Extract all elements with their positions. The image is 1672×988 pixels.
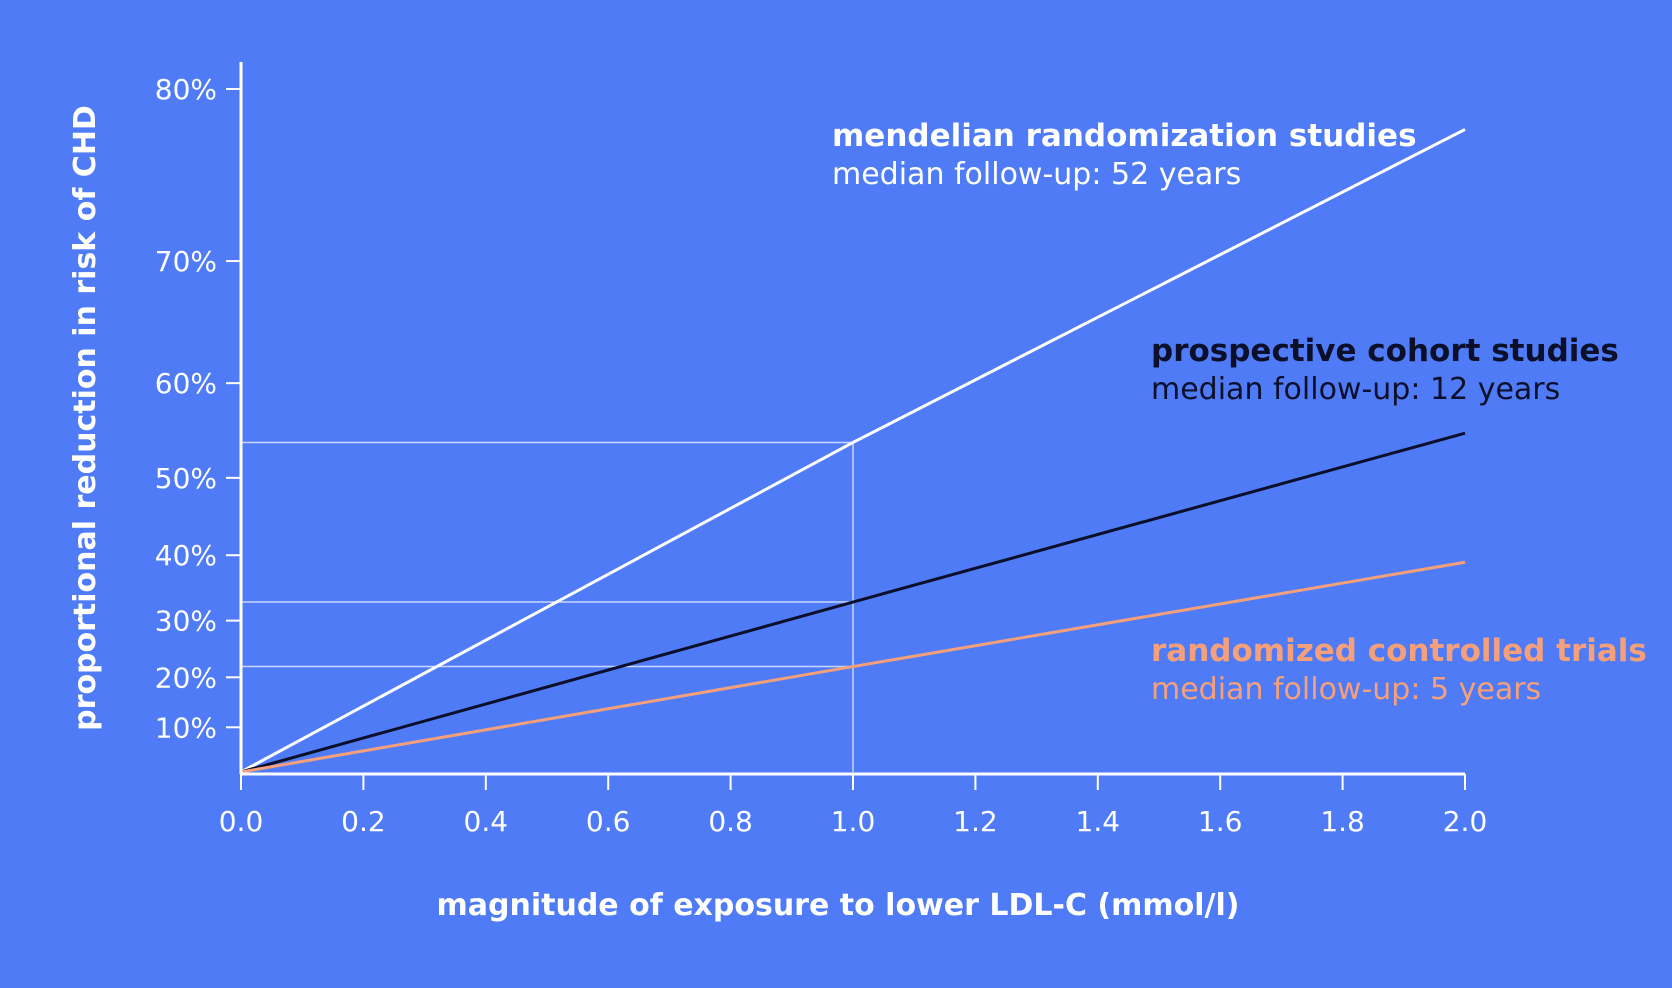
x-tick-label: 1.6	[1198, 805, 1243, 838]
series-label-subtitle: median follow-up: 12 years	[1151, 372, 1560, 407]
y-tick-label: 80%	[155, 73, 217, 106]
series-line-2	[240, 560, 1466, 774]
series-line-0	[240, 128, 1466, 774]
y-tick-label: 50%	[155, 462, 217, 495]
x-tick-label: 0.0	[219, 805, 264, 838]
series-line-1	[240, 431, 1466, 774]
x-tick-label: 1.8	[1320, 805, 1365, 838]
x-axis-title: magnitude of exposure to lower LDL-C (mm…	[437, 888, 1240, 923]
y-tick-label: 10%	[155, 711, 217, 744]
y-tick-label: 30%	[155, 605, 217, 638]
y-tick-label: 40%	[155, 539, 217, 572]
x-tick-label: 1.2	[953, 805, 998, 838]
x-tick-label: 1.0	[831, 805, 876, 838]
series-label-title: randomized controlled trials	[1151, 633, 1647, 669]
y-ticks: 10% 20% 30% 40% 50% 60% 70% 80%	[155, 73, 241, 744]
series-label-subtitle: median follow-up: 5 years	[1151, 672, 1541, 707]
series-label-title: prospective cohort studies	[1151, 333, 1619, 369]
reference-lines	[241, 441, 854, 772]
x-tick-label: 0.6	[586, 805, 631, 838]
x-ticks: 0.0 0.2 0.4 0.6 0.8 1.0 1.2 1.4 1.6 1.8 2.0	[219, 774, 1488, 838]
series-label-title: mendelian randomization studies	[832, 118, 1417, 154]
y-axis-title: proportional reduction in risk of CHD	[68, 105, 103, 731]
y-tick-label: 20%	[155, 661, 217, 694]
y-tick-label: 60%	[155, 367, 217, 400]
x-tick-label: 1.4	[1076, 805, 1121, 838]
x-tick-label: 2.0	[1443, 805, 1488, 838]
x-tick-label: 0.4	[464, 805, 509, 838]
series-lines	[240, 128, 1466, 774]
y-tick-label: 70%	[155, 245, 217, 278]
x-tick-label: 0.2	[341, 805, 386, 838]
series-label-subtitle: median follow-up: 52 years	[832, 157, 1241, 192]
x-tick-label: 0.8	[708, 805, 753, 838]
